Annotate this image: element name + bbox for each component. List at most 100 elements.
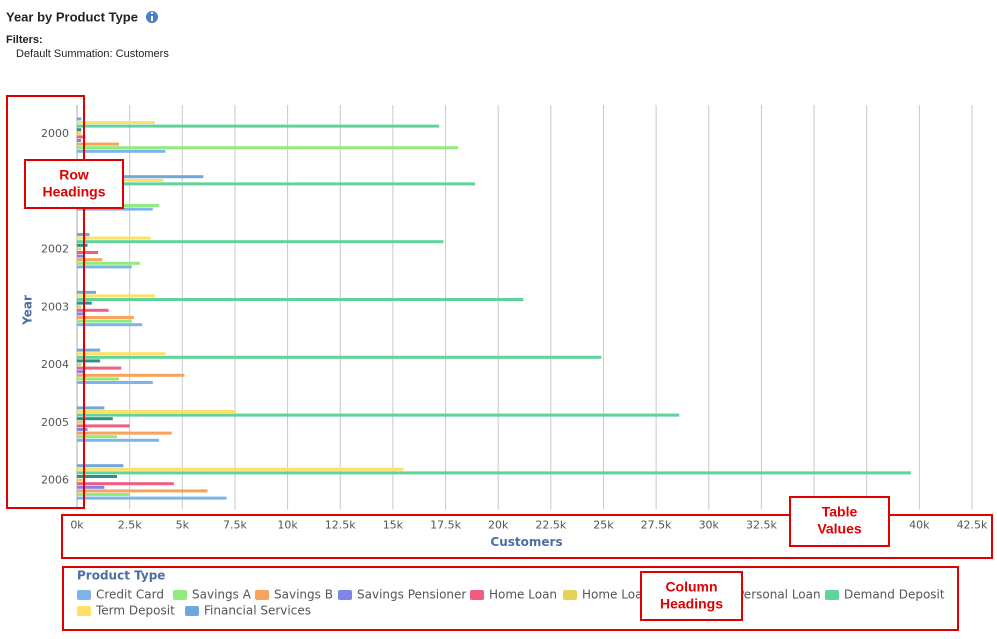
legend-title: Product Type — [77, 569, 165, 583]
x-tick-label: 30k — [699, 519, 720, 532]
x-axis-title: Customers — [490, 535, 562, 549]
y-tick-label: 2005 — [41, 416, 69, 429]
bar — [77, 348, 101, 352]
bar — [77, 435, 118, 439]
bar — [77, 207, 153, 211]
annotation-text: Headings — [660, 596, 723, 612]
bar — [77, 377, 120, 381]
x-tick-label: 40k — [909, 519, 930, 532]
annotation-box — [24, 159, 124, 209]
bar — [77, 319, 132, 323]
title: Year by Product Type — [6, 9, 138, 24]
bar — [77, 247, 82, 251]
bar — [77, 305, 82, 309]
bar — [77, 359, 101, 363]
legend-swatch[interactable] — [173, 590, 187, 600]
legend-swatch[interactable] — [77, 590, 91, 600]
bar — [77, 254, 84, 258]
bar — [77, 243, 88, 247]
legend-label[interactable]: Savings A — [192, 588, 252, 602]
bar — [77, 410, 235, 413]
bar — [77, 417, 113, 421]
bar — [77, 312, 84, 316]
bar — [77, 475, 118, 478]
bar — [77, 175, 204, 179]
bar — [77, 117, 82, 121]
legend-label[interactable]: Savings B — [274, 588, 333, 602]
legend-label[interactable]: Home Loan — [489, 588, 557, 602]
x-tick-label: 17.5k — [430, 519, 461, 532]
y-tick-label: 2000 — [41, 127, 69, 140]
bar — [77, 438, 160, 442]
x-tick-label: 32.5k — [746, 519, 777, 532]
y-tick-label: 2006 — [41, 474, 69, 487]
bar — [77, 413, 680, 417]
legend-swatch[interactable] — [470, 590, 484, 600]
bar — [77, 131, 82, 135]
bar — [77, 370, 84, 374]
bar — [77, 146, 459, 150]
annotation-box — [640, 571, 743, 621]
x-tick-label: 5k — [176, 519, 190, 532]
bar — [77, 135, 86, 139]
legend-swatch[interactable] — [77, 606, 91, 616]
legend-label[interactable]: Personal Loan — [737, 588, 821, 602]
bar — [77, 308, 109, 312]
bar — [77, 240, 444, 244]
legend-label[interactable]: Financial Services — [204, 604, 311, 618]
bar — [77, 316, 134, 319]
legend-label[interactable]: Savings Pensioner — [357, 588, 466, 602]
bar — [77, 290, 96, 294]
bar — [77, 489, 208, 493]
y-tick-label: 2003 — [41, 300, 69, 313]
annotation-text: Table — [822, 504, 858, 520]
annotation-text: Row — [59, 167, 89, 183]
bar — [77, 485, 105, 489]
bar — [77, 139, 82, 142]
bar — [77, 406, 105, 410]
y-tick-label: 2002 — [41, 243, 69, 256]
bar — [77, 496, 227, 500]
bar — [77, 298, 524, 301]
x-tick-label: 20k — [488, 519, 509, 532]
filters-label: Filters: — [6, 34, 43, 46]
filter: Default Summation: Customers — [16, 48, 169, 60]
bar — [77, 128, 82, 132]
bar — [77, 142, 120, 146]
x-tick-label: 12.5k — [325, 519, 356, 532]
bar — [77, 294, 155, 298]
info-glyph — [151, 16, 153, 21]
legend-label[interactable]: Credit Card — [96, 588, 164, 602]
x-tick-label: 27.5k — [641, 519, 672, 532]
bar — [77, 251, 99, 254]
x-tick-label: 0k — [70, 519, 84, 532]
y-axis-title: Year — [21, 295, 35, 326]
x-tick-label: 7.5k — [223, 519, 247, 532]
legend-swatch[interactable] — [563, 590, 577, 600]
legend-swatch[interactable] — [825, 590, 839, 600]
annotation-text: Headings — [42, 184, 105, 200]
bar — [77, 464, 124, 468]
bar — [77, 493, 130, 496]
legend-label[interactable]: Term Deposit — [95, 604, 175, 618]
bar — [77, 352, 166, 356]
bar — [77, 149, 166, 153]
legend-swatch[interactable] — [338, 590, 352, 600]
annotation-frame — [62, 566, 959, 631]
bar — [77, 261, 141, 265]
annotation-frame — [6, 95, 85, 509]
x-tick-label: 15k — [383, 519, 404, 532]
legend-swatch[interactable] — [255, 590, 269, 600]
annotation-text: Values — [817, 521, 862, 537]
legend-swatch[interactable] — [185, 606, 199, 616]
annotation-box — [789, 496, 890, 547]
legend-label[interactable]: Demand Deposit — [844, 588, 945, 602]
x-tick-label: 10k — [277, 519, 298, 532]
bar — [77, 420, 84, 424]
x-tick-label: 42.5k — [957, 519, 988, 532]
legend-label[interactable]: Home Loa — [582, 588, 642, 602]
bar — [77, 431, 172, 435]
x-tick-label: 25k — [593, 519, 614, 532]
